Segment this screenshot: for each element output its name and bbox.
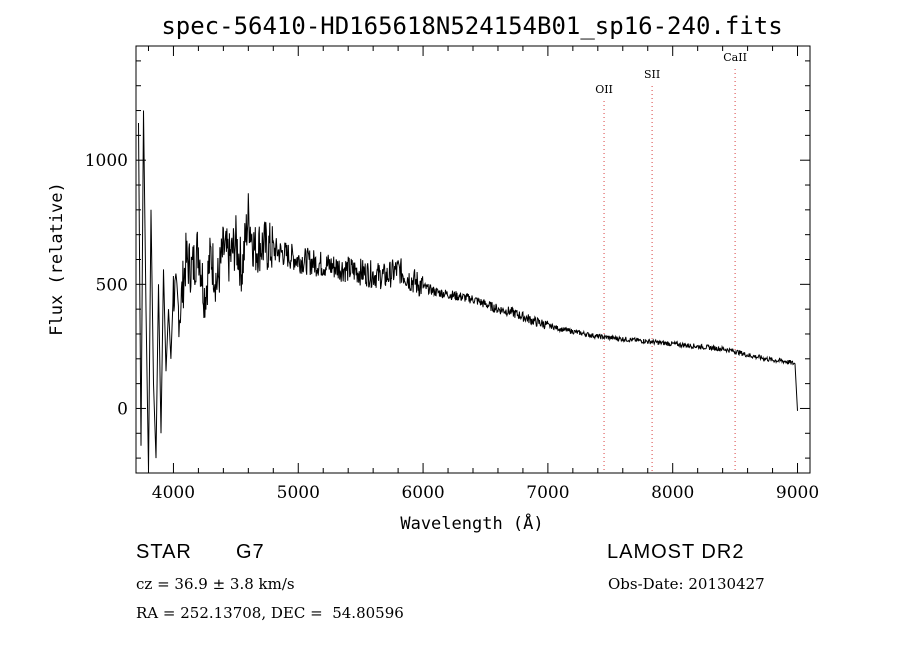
object-subclass: G7 xyxy=(236,541,265,563)
x-tick-label: 4000 xyxy=(152,483,195,503)
x-tick-label: 5000 xyxy=(277,483,320,503)
axis-ticks: 4000 5000 6000 7000 8000 9000 0 500 1000 xyxy=(85,46,819,503)
survey-name: LAMOST DR2 xyxy=(607,541,745,563)
line-label-oii: OII xyxy=(595,83,613,96)
y-tick-label: 500 xyxy=(96,275,128,295)
x-tick-label: 6000 xyxy=(401,483,444,503)
x-tick-label: 8000 xyxy=(651,483,694,503)
spectrum-line xyxy=(138,110,798,471)
object-class: STAR xyxy=(136,541,192,563)
line-label-sii: SII xyxy=(644,68,660,81)
y-axis-label: Flux (relative) xyxy=(47,182,67,336)
x-axis-label: Wavelength (Å) xyxy=(400,512,543,534)
chart-title: spec-56410-HD165618N524154B01_sp16-240.f… xyxy=(161,12,782,40)
coordinates: RA = 252.13708, DEC = 54.80596 xyxy=(136,604,404,622)
x-tick-label: 7000 xyxy=(526,483,569,503)
y-tick-label: 1000 xyxy=(85,151,128,171)
spectral-line-markers: OII SII CaII xyxy=(595,51,747,473)
line-label-caii: CaII xyxy=(723,51,747,64)
observation-date: Obs-Date: 20130427 xyxy=(608,575,765,593)
y-tick-label: 0 xyxy=(117,399,128,419)
x-tick-label: 9000 xyxy=(776,483,819,503)
redshift-velocity: cz = 36.9 ± 3.8 km/s xyxy=(136,575,295,593)
